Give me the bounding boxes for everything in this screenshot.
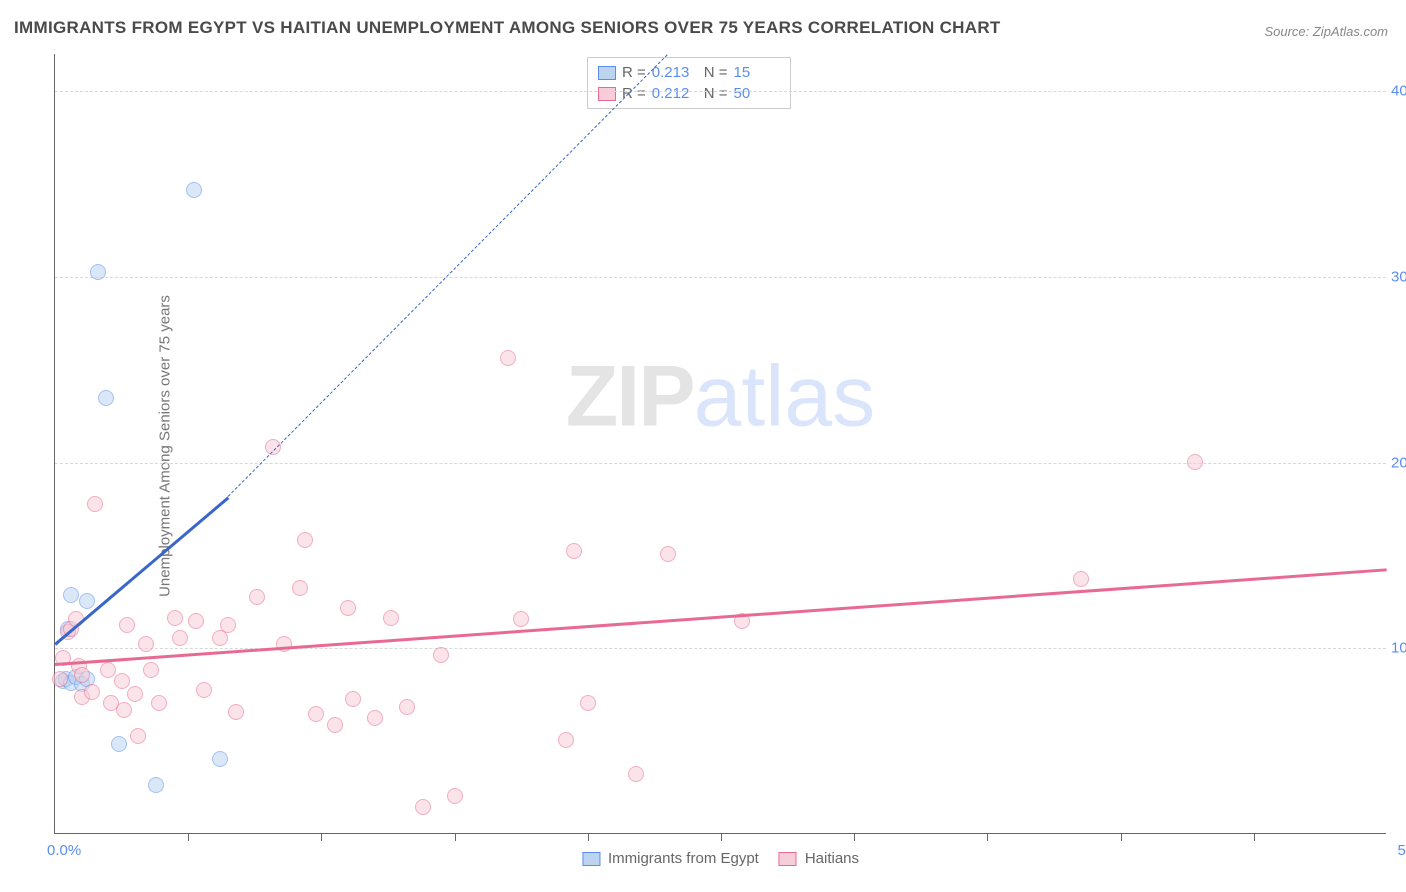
scatter-point [100,662,116,678]
y-tick-label: 30.0% [1391,268,1406,285]
legend-item: Haitians [779,850,859,867]
scatter-point [580,695,596,711]
legend-series: Immigrants from Egypt Haitians [582,850,859,867]
scatter-point [1187,454,1203,470]
x-tick [987,833,988,841]
scatter-point [399,699,415,715]
plot-area: ZIPatlas R =0.213N =15R =0.212N =50 Immi… [54,54,1386,834]
trend-line-extension [228,54,668,497]
scatter-point [433,647,449,663]
chart-title: IMMIGRANTS FROM EGYPT VS HAITIAN UNEMPLO… [14,18,1001,38]
scatter-point [167,610,183,626]
legend-r-value: 0.212 [652,83,698,104]
legend-correlation: R =0.213N =15R =0.212N =50 [587,57,791,109]
scatter-point [172,630,188,646]
scatter-point [148,777,164,793]
scatter-point [566,543,582,559]
scatter-point [151,695,167,711]
legend-n-label: N = [704,62,728,83]
scatter-point [90,264,106,280]
x-tick [1121,833,1122,841]
gridline [55,91,1386,92]
scatter-point [383,610,399,626]
legend-item: Immigrants from Egypt [582,850,759,867]
x-tick [721,833,722,841]
scatter-point [84,684,100,700]
scatter-point [111,736,127,752]
scatter-point [138,636,154,652]
legend-label: Haitians [805,850,859,867]
scatter-point [447,788,463,804]
scatter-point [500,350,516,366]
scatter-point [308,706,324,722]
scatter-point [143,662,159,678]
x-tick [854,833,855,841]
x-axis-max-label: 50.0% [1397,842,1406,859]
scatter-point [327,717,343,733]
scatter-point [186,182,202,198]
scatter-point [74,667,90,683]
scatter-point [87,496,103,512]
scatter-point [220,617,236,633]
scatter-point [660,546,676,562]
scatter-point [188,613,204,629]
legend-swatch [779,852,797,866]
scatter-point [130,728,146,744]
scatter-point [297,532,313,548]
scatter-point [513,611,529,627]
legend-swatch [598,66,616,80]
x-axis-min-label: 0.0% [47,842,81,859]
x-tick [455,833,456,841]
x-tick [188,833,189,841]
scatter-point [63,587,79,603]
scatter-point [265,439,281,455]
scatter-point [249,589,265,605]
legend-row: R =0.212N =50 [598,83,780,104]
trend-line [55,568,1387,665]
legend-row: R =0.213N =15 [598,62,780,83]
source-attribution: Source: ZipAtlas.com [1264,24,1388,39]
scatter-point [116,702,132,718]
scatter-point [119,617,135,633]
scatter-point [558,732,574,748]
legend-n-value: 50 [734,83,780,104]
legend-label: Immigrants from Egypt [608,850,759,867]
scatter-point [1073,571,1089,587]
scatter-point [196,682,212,698]
legend-r-value: 0.213 [652,62,698,83]
legend-swatch [598,87,616,101]
scatter-point [98,390,114,406]
scatter-point [345,691,361,707]
scatter-point [415,799,431,815]
x-tick [321,833,322,841]
scatter-point [114,673,130,689]
y-tick-label: 40.0% [1391,83,1406,100]
watermark-zip: ZIP [566,348,694,444]
scatter-point [127,686,143,702]
watermark-atlas: atlas [694,348,876,444]
x-tick [1254,833,1255,841]
legend-n-value: 15 [734,62,780,83]
gridline [55,277,1386,278]
y-tick-label: 10.0% [1391,640,1406,657]
scatter-point [628,766,644,782]
scatter-point [292,580,308,596]
scatter-point [340,600,356,616]
scatter-point [52,671,68,687]
scatter-point [367,710,383,726]
legend-n-label: N = [704,83,728,104]
x-tick [588,833,589,841]
watermark: ZIPatlas [566,347,875,446]
scatter-point [212,751,228,767]
scatter-point [228,704,244,720]
legend-swatch [582,852,600,866]
scatter-point [79,593,95,609]
y-tick-label: 20.0% [1391,454,1406,471]
